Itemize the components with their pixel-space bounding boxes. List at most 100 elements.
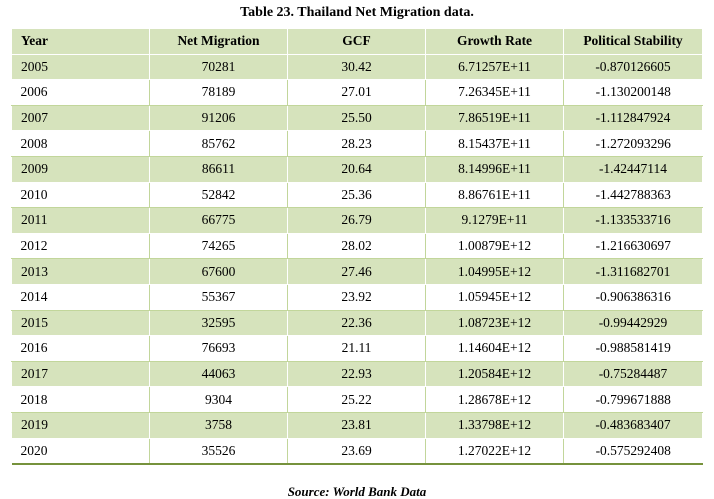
table-row: 2015 32595 22.36 1.08723E+12 -0.99442929 [11,309,703,337]
table-row: 2018 9304 25.22 1.28678E+12 -0.799671888 [11,386,703,413]
cell-year: 2020 [11,437,150,465]
cell-growth-rate: 1.33798E+12 [425,411,564,439]
cell-year: 2010 [11,181,150,209]
cell-gcf: 25.36 [287,181,426,209]
cell-net-migration: 86611 [149,155,288,183]
cell-net-migration: 9304 [149,386,288,413]
cell-growth-rate: 1.14604E+12 [425,335,564,362]
cell-growth-rate: 1.08723E+12 [425,309,564,337]
migration-data-table: Year Net Migration GCF Growth Rate Polit… [11,28,703,465]
cell-political-stability: -1.112847924 [563,104,703,132]
table-row: 2016 76693 21.11 1.14604E+12 -0.988581419 [11,335,703,362]
cell-net-migration: 76693 [149,335,288,362]
cell-year: 2011 [11,207,150,234]
table-row: 2005 70281 30.42 6.71257E+11 -0.870126605 [11,53,703,81]
cell-year: 2009 [11,155,150,183]
table-row: 2013 67600 27.46 1.04995E+12 -1.311682701 [11,258,703,285]
cell-net-migration: 3758 [149,411,288,439]
table-row: 2011 66775 26.79 9.1279E+11 -1.133533716 [11,207,703,234]
cell-growth-rate: 8.14996E+11 [425,155,564,183]
cell-growth-rate: 8.86761E+11 [425,181,564,209]
cell-gcf: 28.23 [287,130,426,157]
cell-gcf: 30.42 [287,53,426,81]
cell-year: 2012 [11,232,150,260]
cell-gcf: 20.64 [287,155,426,183]
cell-growth-rate: 9.1279E+11 [425,207,564,234]
cell-gcf: 28.02 [287,232,426,260]
cell-political-stability: -0.988581419 [563,335,703,362]
cell-gcf: 25.22 [287,386,426,413]
table-row: 2007 91206 25.50 7.86519E+11 -1.112847924 [11,104,703,132]
cell-growth-rate: 1.20584E+12 [425,360,564,388]
cell-net-migration: 32595 [149,309,288,337]
cell-net-migration: 44063 [149,360,288,388]
cell-year: 2019 [11,411,150,439]
cell-net-migration: 85762 [149,130,288,157]
cell-year: 2006 [11,79,150,106]
cell-political-stability: -0.75284487 [563,360,703,388]
table-body: 2005 70281 30.42 6.71257E+11 -0.870126605 200… [11,53,703,465]
table-row: 2010 52842 25.36 8.86761E+11 -1.442788363 [11,181,703,209]
cell-year: 2018 [11,386,150,413]
cell-political-stability: -1.272093296 [563,130,703,157]
cell-gcf: 26.79 [287,207,426,234]
cell-gcf: 21.11 [287,335,426,362]
cell-growth-rate: 1.28678E+12 [425,386,564,413]
cell-year: 2015 [11,309,150,337]
cell-political-stability: -0.870126605 [563,53,703,81]
cell-political-stability: -0.99442929 [563,309,703,337]
table-source-note: Source: World Bank Data [287,484,427,499]
cell-political-stability: -0.799671888 [563,386,703,413]
cell-growth-rate: 8.15437E+11 [425,130,564,157]
cell-net-migration: 70281 [149,53,288,81]
table-row: 2014 55367 23.92 1.05945E+12 -0.906386316 [11,283,703,311]
cell-growth-rate: 7.26345E+11 [425,79,564,106]
table-row: 2020 35526 23.69 1.27022E+12 -0.575292408 [11,437,703,465]
cell-political-stability: -1.130200148 [563,79,703,106]
cell-net-migration: 35526 [149,437,288,465]
cell-gcf: 27.01 [287,79,426,106]
cell-growth-rate: 7.86519E+11 [425,104,564,132]
cell-growth-rate: 1.00879E+12 [425,232,564,260]
column-header-political-stability: Political Stability [563,28,703,55]
cell-net-migration: 52842 [149,181,288,209]
cell-net-migration: 91206 [149,104,288,132]
cell-net-migration: 78189 [149,79,288,106]
table-row: 2017 44063 22.93 1.20584E+12 -0.75284487 [11,360,703,388]
cell-net-migration: 67600 [149,258,288,285]
cell-year: 2016 [11,335,150,362]
table-row: 2006 78189 27.01 7.26345E+11 -1.130200148 [11,79,703,106]
column-header-gcf: GCF [287,28,426,55]
table-caption: Table 23. Thailand Net Migration data. [240,5,474,20]
cell-gcf: 25.50 [287,104,426,132]
cell-growth-rate: 1.04995E+12 [425,258,564,285]
cell-year: 2007 [11,104,150,132]
column-header-net-migration: Net Migration [149,28,288,55]
cell-growth-rate: 1.05945E+12 [425,283,564,311]
cell-gcf: 23.81 [287,411,426,439]
table-row: 2009 86611 20.64 8.14996E+11 -1.42447114 [11,155,703,183]
cell-year: 2005 [11,53,150,81]
table-row: 2008 85762 28.23 8.15437E+11 -1.272093296 [11,130,703,157]
cell-year: 2014 [11,283,150,311]
cell-growth-rate: 6.71257E+11 [425,53,564,81]
cell-gcf: 22.36 [287,309,426,337]
table-header-row: Year Net Migration GCF Growth Rate Polit… [11,28,703,55]
cell-net-migration: 66775 [149,207,288,234]
cell-political-stability: -1.311682701 [563,258,703,285]
cell-year: 2013 [11,258,150,285]
cell-net-migration: 74265 [149,232,288,260]
cell-growth-rate: 1.27022E+12 [425,437,564,465]
cell-political-stability: -1.442788363 [563,181,703,209]
cell-gcf: 22.93 [287,360,426,388]
cell-political-stability: -0.575292408 [563,437,703,465]
cell-net-migration: 55367 [149,283,288,311]
table-row: 2012 74265 28.02 1.00879E+12 -1.216630697 [11,232,703,260]
cell-political-stability: -1.42447114 [563,155,703,183]
cell-political-stability: -0.906386316 [563,283,703,311]
cell-year: 2017 [11,360,150,388]
cell-gcf: 27.46 [287,258,426,285]
column-header-year: Year [11,28,150,55]
cell-gcf: 23.69 [287,437,426,465]
cell-year: 2008 [11,130,150,157]
